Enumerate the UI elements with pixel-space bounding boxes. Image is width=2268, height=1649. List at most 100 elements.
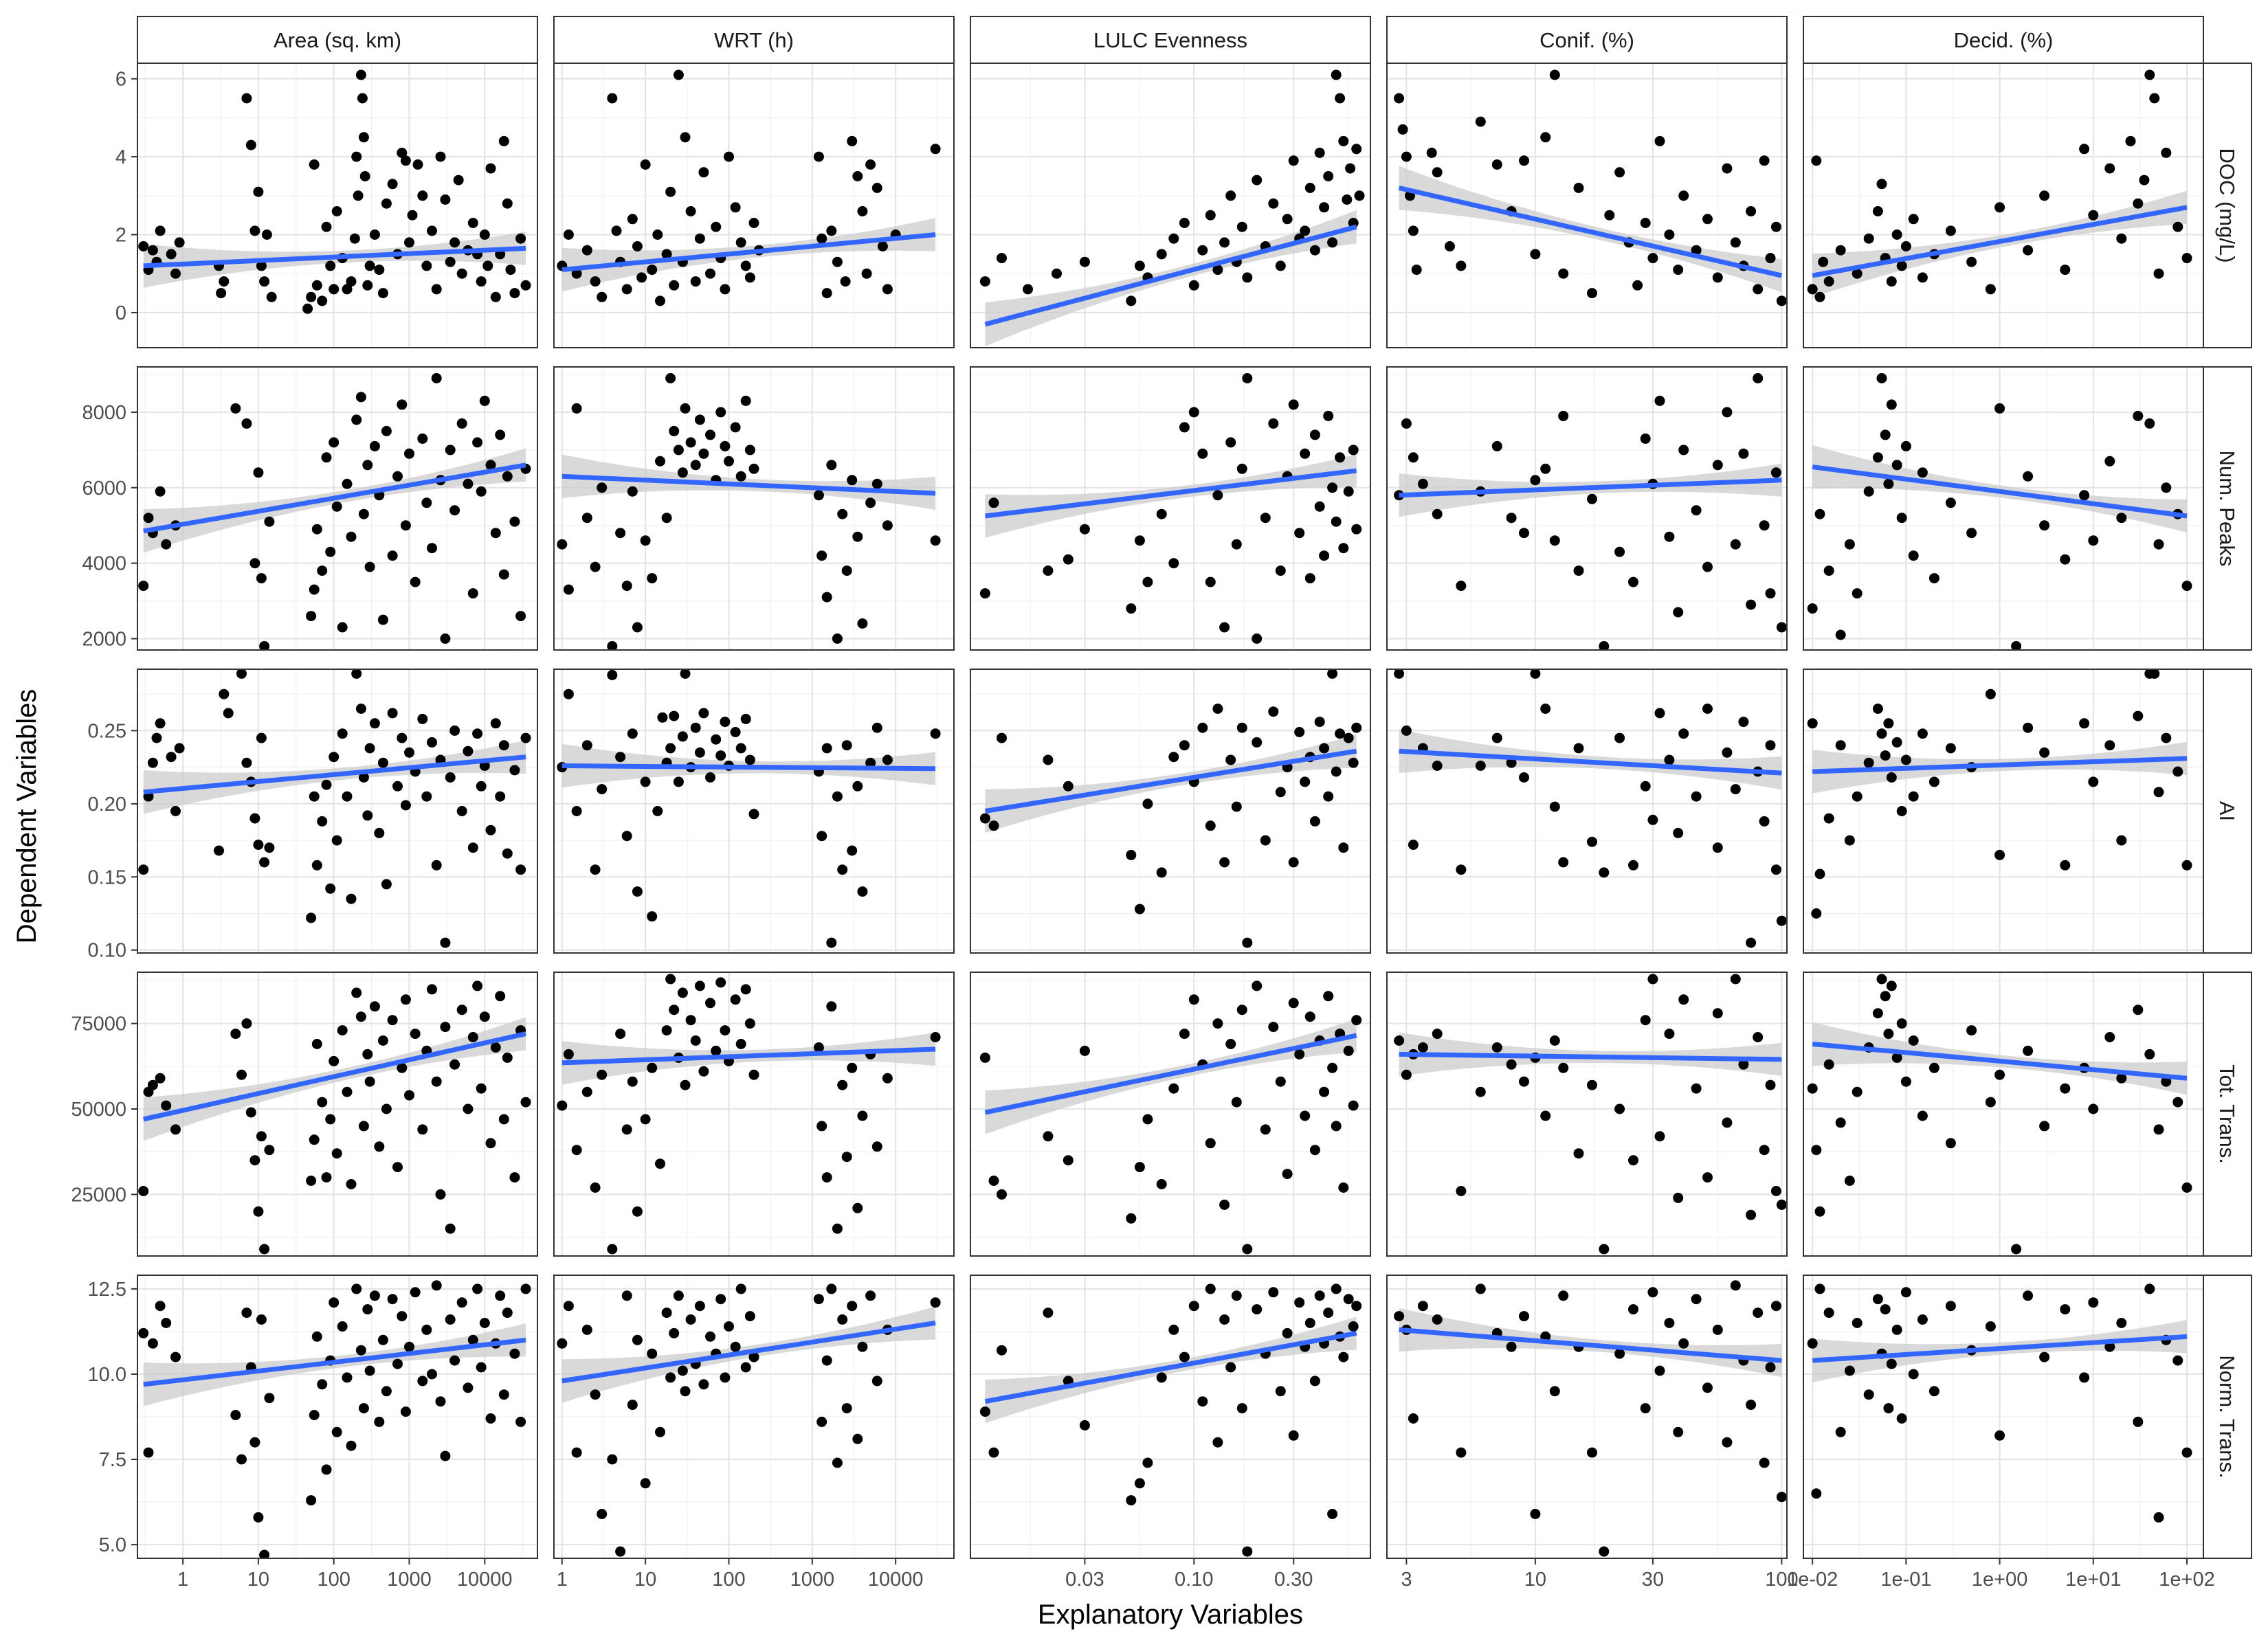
row-strips: DOC (mg/L) Num. Peaks AI Tot. Trans. Norm. T… bbox=[2203, 63, 2252, 1559]
data-point bbox=[170, 1124, 181, 1135]
data-point bbox=[615, 528, 626, 539]
data-point bbox=[1928, 1062, 1939, 1073]
data-point bbox=[495, 429, 506, 440]
data-point bbox=[456, 418, 467, 429]
data-point bbox=[748, 463, 759, 474]
data-point bbox=[440, 1022, 451, 1033]
data-point bbox=[377, 1334, 388, 1345]
data-point bbox=[857, 886, 868, 897]
data-point bbox=[1759, 816, 1770, 827]
data-point bbox=[1759, 520, 1770, 531]
data-point bbox=[748, 809, 759, 820]
y-axes: 0 2 4 6 2000 4000 6000 8000 0.10 0.15 0.20 0.25 2500… bbox=[71, 69, 137, 1556]
data-point bbox=[1236, 722, 1247, 733]
data-point bbox=[1519, 155, 1529, 166]
data-point bbox=[607, 93, 618, 104]
panel-background bbox=[1387, 669, 1787, 953]
data-point bbox=[581, 245, 592, 256]
data-point bbox=[1994, 403, 2005, 414]
data-point bbox=[988, 497, 999, 508]
data-point bbox=[680, 669, 691, 679]
data-point bbox=[694, 233, 705, 244]
data-point bbox=[1134, 904, 1145, 915]
data-point bbox=[852, 1202, 863, 1213]
panel-border bbox=[553, 1275, 955, 1559]
data-point bbox=[607, 1244, 618, 1255]
data-point bbox=[1408, 225, 1419, 236]
data-point bbox=[730, 422, 741, 433]
panel-border bbox=[137, 1275, 538, 1559]
data-point bbox=[1863, 757, 1874, 768]
data-point bbox=[979, 1052, 990, 1063]
data-point bbox=[2172, 221, 2183, 232]
data-point bbox=[694, 414, 705, 425]
data-point bbox=[698, 708, 709, 719]
data-point bbox=[306, 611, 317, 622]
data-point bbox=[1519, 772, 1529, 783]
data-point bbox=[1549, 801, 1560, 812]
data-point bbox=[930, 728, 941, 739]
data-point bbox=[665, 373, 676, 383]
data-point bbox=[2172, 1097, 2183, 1108]
data-point bbox=[1268, 1022, 1279, 1033]
data-point bbox=[1722, 407, 1733, 418]
data-point bbox=[597, 291, 608, 302]
data-point bbox=[665, 743, 676, 754]
panel-plot-area bbox=[557, 69, 941, 306]
data-point bbox=[571, 806, 582, 816]
row-strip-label: Num. Peaks bbox=[2215, 451, 2239, 567]
data-point bbox=[374, 1141, 385, 1152]
data-point bbox=[627, 214, 638, 225]
trend-line bbox=[1399, 748, 1782, 776]
data-point bbox=[1351, 1015, 1362, 1026]
data-point bbox=[1770, 1301, 1781, 1312]
data-point bbox=[744, 1018, 755, 1029]
panel-plot-area bbox=[1394, 974, 1787, 1255]
data-point bbox=[1338, 842, 1349, 853]
data-point bbox=[930, 535, 941, 546]
panel-plot-area bbox=[138, 373, 531, 650]
data-point bbox=[563, 584, 574, 595]
data-point bbox=[259, 276, 270, 287]
data-point bbox=[1401, 151, 1412, 162]
data-point bbox=[456, 1005, 467, 1016]
panel-num-peaks-decid bbox=[1803, 366, 2204, 651]
data-point bbox=[445, 256, 456, 267]
data-point bbox=[1863, 1389, 1874, 1400]
x-tick-label: 1e-02 bbox=[1787, 1569, 1838, 1591]
data-point bbox=[256, 732, 267, 743]
data-point bbox=[813, 151, 824, 162]
data-point bbox=[930, 1297, 941, 1308]
data-point bbox=[837, 864, 848, 875]
data-point bbox=[155, 1301, 166, 1312]
data-point bbox=[1852, 791, 1863, 802]
confidence-ribbon bbox=[143, 740, 526, 814]
data-point bbox=[597, 1509, 608, 1519]
data-point bbox=[1331, 1121, 1342, 1132]
data-point bbox=[321, 221, 332, 232]
data-point bbox=[1746, 937, 1757, 948]
data-point bbox=[2088, 1103, 2099, 1114]
data-point bbox=[2011, 1244, 2022, 1255]
data-point bbox=[342, 791, 353, 802]
data-point bbox=[865, 757, 876, 768]
data-point bbox=[1945, 1138, 1956, 1149]
data-point bbox=[2116, 233, 2127, 244]
x-tick-label: 1e-01 bbox=[1880, 1569, 1931, 1591]
data-point bbox=[2079, 490, 2090, 501]
data-point bbox=[463, 745, 474, 756]
data-point bbox=[1043, 565, 1054, 576]
data-point bbox=[502, 471, 513, 482]
data-point bbox=[325, 883, 336, 894]
data-point bbox=[611, 225, 622, 236]
data-point bbox=[1540, 1110, 1551, 1121]
data-point bbox=[2153, 539, 2164, 550]
data-point bbox=[1573, 565, 1584, 576]
data-point bbox=[1896, 1413, 1907, 1424]
data-point bbox=[431, 1280, 442, 1291]
data-point bbox=[1985, 1097, 1996, 1108]
data-point bbox=[387, 550, 398, 561]
data-point bbox=[337, 1321, 348, 1332]
data-point bbox=[2060, 860, 2071, 871]
data-point bbox=[2172, 1355, 2183, 1366]
